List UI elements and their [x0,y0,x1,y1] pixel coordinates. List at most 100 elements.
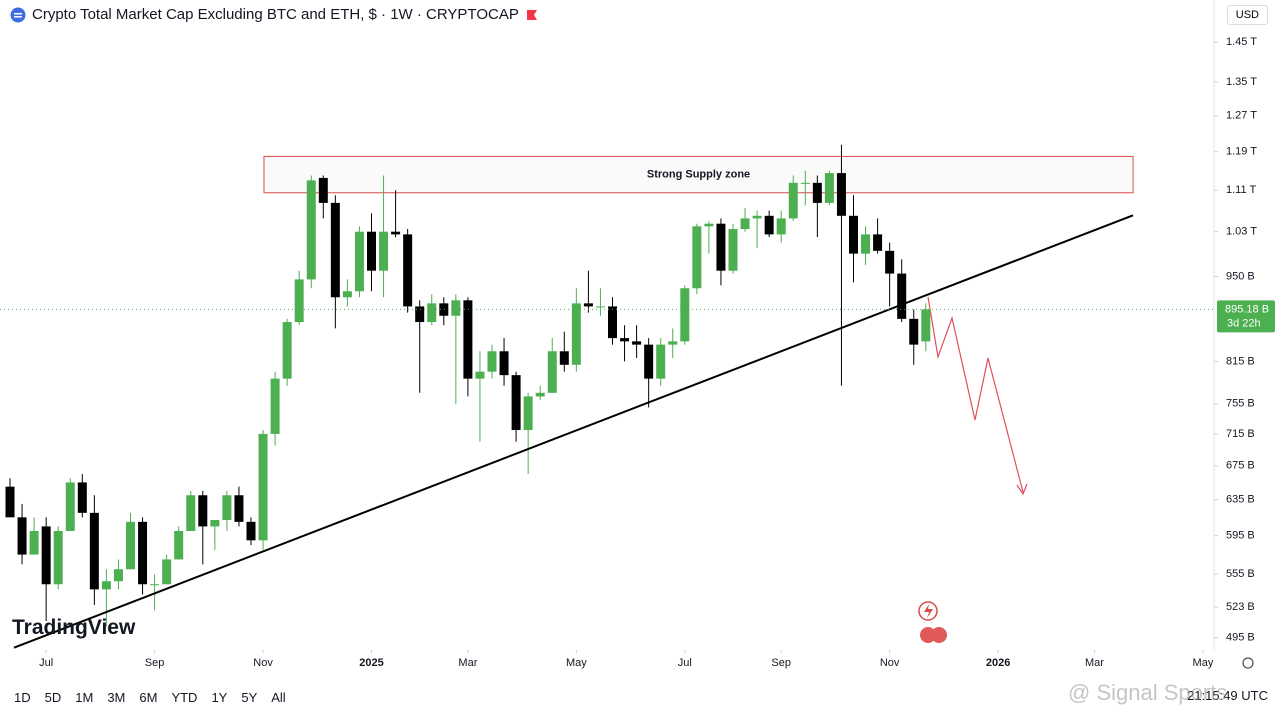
candle-body [608,306,617,339]
timeframe-button[interactable]: All [271,689,286,705]
flag-icon[interactable] [525,8,539,22]
candle-body [475,371,485,379]
candle-body [198,495,208,527]
watermark: @ Signal Sports [1068,680,1228,705]
timeframe-button[interactable]: 5Y [241,689,258,705]
settings-icon[interactable] [1242,657,1254,669]
timeframe-bar: 1D 5D 1M 3M 6M YTD 1Y 5Y All [0,682,1280,712]
candle-body [764,215,774,235]
timeframe-button[interactable]: 1D [14,689,31,705]
candle-body [849,215,858,254]
candle-body [246,521,256,541]
candle-body [668,341,678,345]
x-tick-label: Nov [253,657,273,669]
x-tick-label: Sep [145,657,165,669]
x-tick-label: Mar [1085,657,1104,669]
candle-body [921,309,931,342]
y-tick-label: 1.03 T [1226,226,1257,238]
y-tick-label: 1.11 T [1226,184,1256,196]
currency-button[interactable]: USD [1226,5,1268,25]
candle-body [776,218,786,235]
chart: 1.45 T 1.35 T 1.27 T 1.19 T 1.11 T 1.03 T 950 … [0,0,1275,669]
candle-body [258,433,268,541]
timeframe-button[interactable]: YTD [171,689,198,705]
candle-body [234,495,244,522]
candle-body [126,521,135,570]
candle-body [5,486,15,518]
y-tick-label: 635 B [1226,494,1255,506]
candle-body [89,512,99,590]
timeframe-button[interactable]: 1Y [211,689,228,705]
x-tick-label: 2026 [986,657,1010,669]
candle-body [728,229,738,271]
timeframe-button[interactable]: 6M [139,689,158,705]
candle-body [788,182,798,219]
y-tick-label: 715 B [1226,428,1255,440]
candle-body [29,531,39,555]
y-tick-label: 1.27 T [1226,110,1257,122]
candle-body [716,223,726,271]
candle-body [391,231,401,235]
candle-body [559,351,569,365]
y-tick-label: 523 B [1226,601,1255,613]
candle-body [752,215,762,219]
candle-body [77,482,87,513]
candle-body [824,173,834,203]
title-bar: Crypto Total Market Cap Excluding BTC an… [10,6,539,23]
candle-body [909,318,919,345]
candle-body [571,303,581,365]
candle-body [174,531,184,560]
timeframe-button[interactable]: 3M [107,689,126,705]
candle-body [270,378,280,434]
x-tick-label: May [1193,657,1214,669]
last-price-label: 895.18 B [1225,303,1269,315]
x-tick-label: Nov [880,657,900,669]
last-price-box [1217,300,1275,333]
projection-arrowhead [1016,483,1028,496]
x-tick-label: Jul [39,657,53,669]
candle-body [150,584,160,586]
candle-body [138,521,148,585]
candle-body [439,303,449,316]
candle-body [17,517,27,555]
candle-body [294,279,304,323]
candle-body [101,581,111,590]
x-tick-label: May [566,657,587,669]
y-tick-label: 755 B [1226,398,1255,410]
timeframe-button[interactable]: 5D [44,689,62,705]
event-icon-us[interactable] [931,627,947,643]
y-tick-label: 595 B [1226,530,1255,542]
event-icon-us[interactable] [920,627,936,643]
candle-body [800,182,810,184]
candle-body [354,231,364,292]
y-tick-label: 1.35 T [1226,76,1257,88]
timeframe-button[interactable]: 1M [75,689,94,705]
event-icon-bolt [924,604,933,618]
candle-body [885,250,895,274]
candle-body [595,306,605,308]
trendline [13,214,1134,649]
candle-body [186,495,196,532]
countdown-label: 3d 22h [1227,317,1261,329]
x-tick-label: Jul [678,657,692,669]
projection-path [927,296,1024,493]
candle-body [897,273,907,319]
candle-body [632,341,642,345]
candle-body [330,202,340,298]
candle-body [113,569,123,582]
x-tick-label: Sep [771,657,791,669]
candle-body [812,182,822,203]
candle-body [499,351,509,376]
supply-zone [263,155,1134,194]
candle-body [222,495,232,521]
clock: 21:15:49 UTC [1187,688,1268,703]
y-tick-label: 495 B [1226,631,1255,643]
candle-body [547,351,557,393]
candle-body [644,344,654,379]
candle-body [318,177,328,203]
candle-body [861,234,871,254]
y-tick-label: 815 B [1226,355,1255,367]
logo: TradingView [12,616,136,639]
candle-body [463,300,473,379]
